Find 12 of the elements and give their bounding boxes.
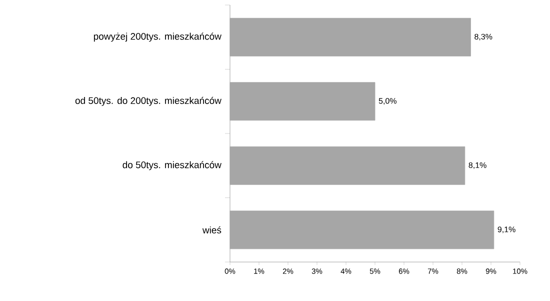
bar xyxy=(230,82,376,121)
data-label: 8,3% xyxy=(474,34,492,40)
y-tick-label: wieś xyxy=(202,226,222,234)
y-tick-label: do 50tys. mieszkańców xyxy=(122,161,222,170)
bar xyxy=(230,18,471,56)
data-label: 5,0% xyxy=(378,98,396,105)
y-tick-label: powyżej 200tys. mieszkańców xyxy=(94,32,222,42)
bar xyxy=(230,146,466,185)
y-tick-label: od 50tys. do 200tys. mieszkańców xyxy=(75,96,222,106)
bar xyxy=(230,210,494,250)
data-label: 9,1% xyxy=(498,226,516,234)
data-label: 8,1% xyxy=(468,162,486,169)
